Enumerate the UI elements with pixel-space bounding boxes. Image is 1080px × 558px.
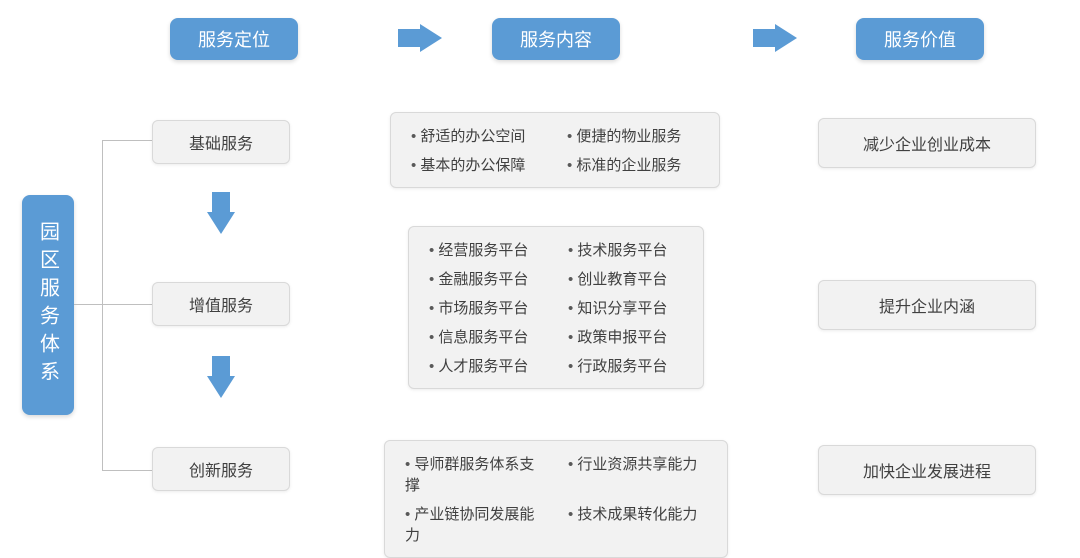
connector-r1 bbox=[102, 140, 152, 141]
connector-r3 bbox=[102, 470, 152, 471]
list-item: 舒适的办公空间 bbox=[411, 125, 543, 146]
content-list-1: 舒适的办公空间 便捷的物业服务 基本的办公保障 标准的企业服务 bbox=[411, 125, 699, 175]
content-box-1: 舒适的办公空间 便捷的物业服务 基本的办公保障 标准的企业服务 bbox=[390, 112, 720, 188]
list-item: 创业教育平台 bbox=[568, 268, 683, 289]
list-item: 行政服务平台 bbox=[568, 355, 683, 376]
list-item: 信息服务平台 bbox=[429, 326, 544, 347]
list-item: 知识分享平台 bbox=[568, 297, 683, 318]
list-item: 产业链协同发展能力 bbox=[405, 503, 544, 545]
list-item: 经营服务平台 bbox=[429, 239, 544, 260]
value-box-3: 加快企业发展进程 bbox=[818, 445, 1036, 495]
header-col1: 服务定位 bbox=[170, 18, 298, 60]
header-col3: 服务价值 bbox=[856, 18, 984, 60]
list-item: 技术成果转化能力 bbox=[568, 503, 707, 545]
list-item: 市场服务平台 bbox=[429, 297, 544, 318]
position-box-3: 创新服务 bbox=[152, 447, 290, 491]
position-box-1: 基础服务 bbox=[152, 120, 290, 164]
list-item: 基本的办公保障 bbox=[411, 154, 543, 175]
value-box-1: 减少企业创业成本 bbox=[818, 118, 1036, 168]
value-box-2: 提升企业内涵 bbox=[818, 280, 1036, 330]
connector-r2 bbox=[102, 304, 152, 305]
content-box-2: 经营服务平台 技术服务平台 金融服务平台 创业教育平台 市场服务平台 知识分享平… bbox=[408, 226, 704, 389]
list-item: 导师群服务体系支撑 bbox=[405, 453, 544, 495]
connector-main bbox=[74, 304, 102, 305]
position-box-2: 增值服务 bbox=[152, 282, 290, 326]
content-list-3: 导师群服务体系支撑 行业资源共享能力 产业链协同发展能力 技术成果转化能力 bbox=[405, 453, 707, 545]
list-item: 技术服务平台 bbox=[568, 239, 683, 260]
list-item: 政策申报平台 bbox=[568, 326, 683, 347]
header-col2: 服务内容 bbox=[492, 18, 620, 60]
arrow-h1 bbox=[420, 24, 442, 52]
list-item: 行业资源共享能力 bbox=[568, 453, 707, 495]
arrow-v2 bbox=[207, 376, 235, 398]
arrow-v1 bbox=[207, 212, 235, 234]
list-item: 便捷的物业服务 bbox=[567, 125, 699, 146]
arrow-h2 bbox=[775, 24, 797, 52]
connector-vert bbox=[102, 140, 103, 470]
content-list-2: 经营服务平台 技术服务平台 金融服务平台 创业教育平台 市场服务平台 知识分享平… bbox=[429, 239, 683, 376]
list-item: 金融服务平台 bbox=[429, 268, 544, 289]
content-box-3: 导师群服务体系支撑 行业资源共享能力 产业链协同发展能力 技术成果转化能力 bbox=[384, 440, 728, 558]
list-item: 标准的企业服务 bbox=[567, 154, 699, 175]
list-item: 人才服务平台 bbox=[429, 355, 544, 376]
root-box: 园区服务体系 bbox=[22, 195, 74, 415]
